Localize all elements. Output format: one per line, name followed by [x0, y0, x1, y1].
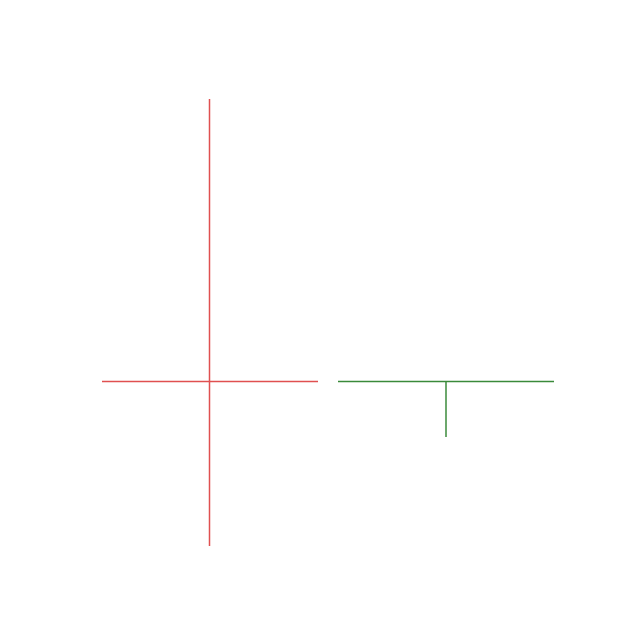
green-t-figure	[338, 380, 554, 437]
red-cross-figure	[102, 99, 318, 546]
